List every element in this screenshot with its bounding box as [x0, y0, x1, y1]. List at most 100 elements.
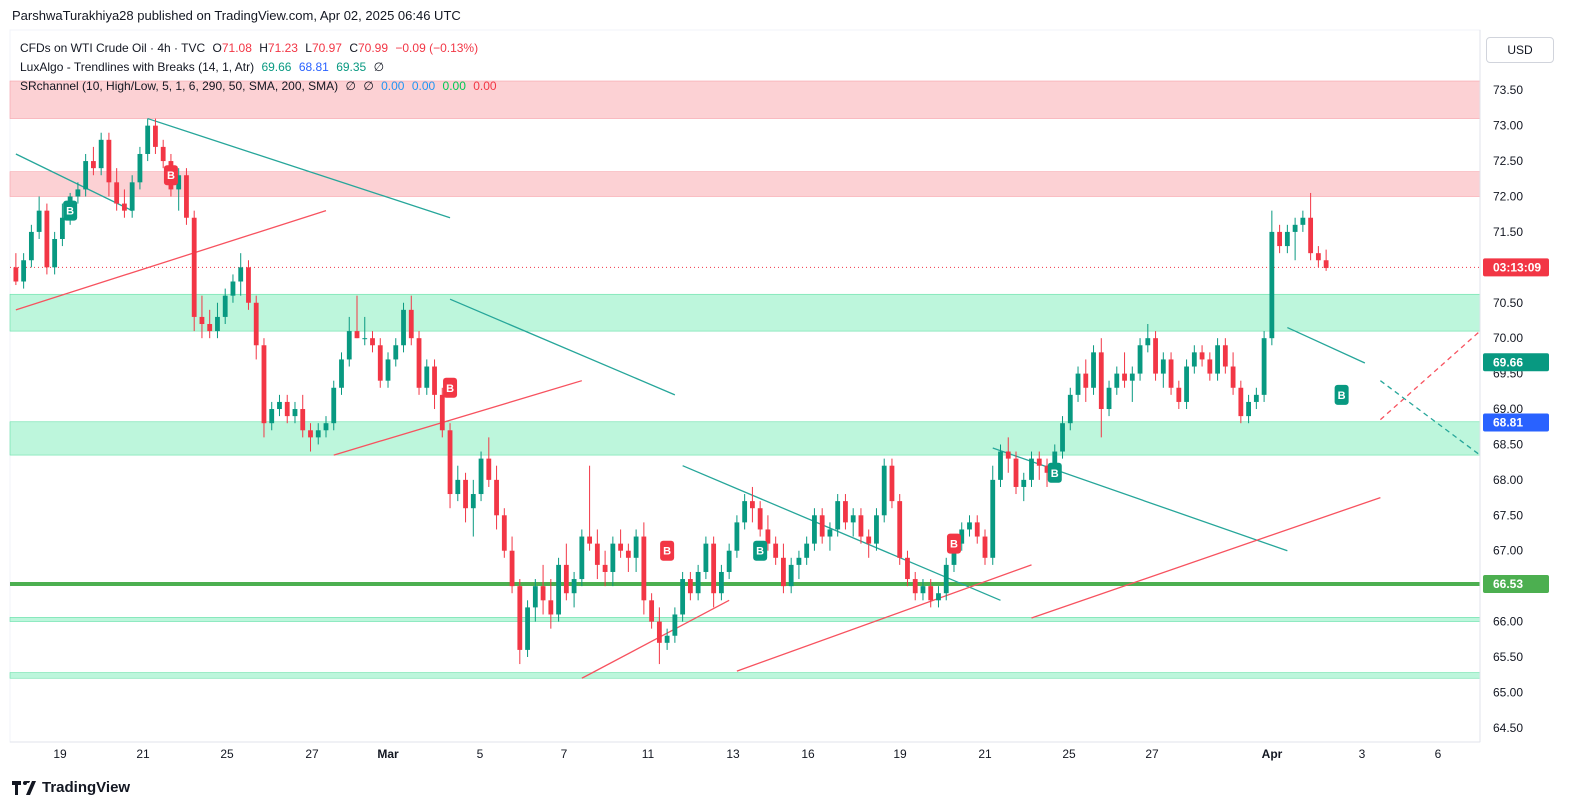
- candle: [571, 571, 577, 608]
- candle-body: [52, 238, 58, 268]
- candle: [91, 146, 96, 176]
- candle-body: [1199, 352, 1205, 360]
- candle: [424, 359, 430, 395]
- candle-body: [207, 324, 213, 332]
- candle: [1005, 437, 1011, 473]
- legend-row-symbol[interactable]: CFDs on WTI Crude Oil · 4h · TVC O71.08 …: [20, 39, 501, 58]
- candle: [912, 571, 918, 601]
- candle-body: [199, 316, 205, 325]
- candle: [974, 515, 980, 544]
- candle-body: [284, 401, 290, 417]
- sr-zone-resistance: [9, 80, 1481, 119]
- price-label-text: 66.53: [1493, 577, 1523, 591]
- srchannel-value-2: ∅: [363, 79, 374, 93]
- candle: [478, 451, 484, 502]
- candle: [1222, 338, 1228, 374]
- candle: [835, 494, 841, 537]
- candle: [377, 338, 383, 388]
- candle-body: [563, 564, 569, 594]
- candle: [680, 571, 686, 622]
- y-tick-label: 73.50: [1493, 83, 1523, 97]
- candle-body: [819, 515, 825, 537]
- candle: [36, 196, 42, 239]
- tradingview-brand: TradingView: [42, 779, 131, 796]
- candle-body: [695, 571, 701, 594]
- trendline-down: [992, 447, 1288, 552]
- candle: [594, 529, 600, 580]
- candle: [718, 564, 724, 601]
- legend-row-srchannel[interactable]: SRchannel (10, High/Low, 5, 1, 6, 290, 5…: [20, 77, 501, 96]
- candle-body: [463, 479, 468, 509]
- candle-body: [680, 579, 686, 615]
- candle-body: [742, 501, 748, 523]
- candle-body: [718, 571, 724, 594]
- candle: [362, 316, 368, 346]
- candle: [726, 543, 732, 580]
- candle: [1238, 380, 1244, 424]
- candle: [153, 118, 158, 154]
- change-value: −0.09 (−0.13%): [395, 41, 479, 55]
- candle-body: [625, 550, 631, 558]
- candle: [1323, 249, 1329, 271]
- candle: [517, 579, 523, 665]
- candle-body: [354, 331, 360, 339]
- sr-zone-support: [9, 672, 1481, 679]
- candle-body: [494, 479, 499, 516]
- candle: [587, 465, 592, 551]
- candle-body: [509, 550, 515, 587]
- y-tick-label: 71.50: [1493, 225, 1523, 239]
- candle-body: [540, 586, 546, 601]
- candle: [618, 529, 624, 558]
- break-markers: B B B B B B B B: [63, 165, 1349, 561]
- candles: [13, 118, 1329, 665]
- y-tick-label: 70.50: [1493, 296, 1523, 310]
- candle: [1044, 458, 1050, 487]
- candle: [532, 579, 538, 622]
- y-tick-label: 65.50: [1493, 650, 1523, 664]
- candle: [75, 182, 81, 204]
- candle-body: [21, 260, 27, 282]
- candle: [98, 132, 104, 176]
- candle-body: [176, 175, 182, 190]
- trendline-down: [1380, 380, 1481, 456]
- break-marker-label: B: [1338, 390, 1346, 402]
- candle: [1122, 352, 1127, 388]
- candle-body: [532, 586, 538, 608]
- plot-area: [9, 29, 1481, 743]
- break-marker-sell: B: [163, 165, 178, 186]
- candle: [509, 536, 515, 594]
- candle: [742, 494, 748, 530]
- candle-body: [1253, 394, 1259, 402]
- price-label: 66.53: [1483, 575, 1549, 594]
- tradingview-logo[interactable]: TradingView: [12, 779, 130, 796]
- candle: [1284, 224, 1290, 254]
- candle-body: [230, 281, 236, 296]
- price-label: 68.81: [1483, 413, 1549, 432]
- candle: [300, 394, 306, 438]
- break-marker-badge: [163, 165, 178, 186]
- legend-row-luxalgo[interactable]: LuxAlgo - Trendlines with Breaks (14, 1,…: [20, 58, 501, 77]
- candle: [850, 508, 856, 537]
- candle-body: [796, 557, 802, 565]
- candle-body: [106, 139, 112, 183]
- currency-button[interactable]: USD: [1486, 37, 1554, 63]
- break-marker-badge: [63, 200, 78, 221]
- candle-body: [587, 536, 592, 544]
- candle: [1021, 472, 1027, 502]
- candle: [967, 515, 972, 537]
- candle: [346, 316, 352, 367]
- candle: [812, 508, 817, 551]
- candle: [649, 593, 655, 629]
- x-tick-label: 13: [726, 747, 740, 761]
- y-tick-label: 68.00: [1493, 473, 1523, 487]
- x-tick-label: 27: [305, 747, 319, 761]
- candle: [44, 203, 50, 275]
- candle: [936, 586, 941, 608]
- candle-body: [1114, 373, 1120, 388]
- candle: [1013, 451, 1019, 495]
- candle-body: [145, 125, 151, 154]
- candle-body: [1246, 401, 1251, 417]
- candle-body: [517, 586, 523, 650]
- sr-zone-resistance: [9, 171, 1481, 197]
